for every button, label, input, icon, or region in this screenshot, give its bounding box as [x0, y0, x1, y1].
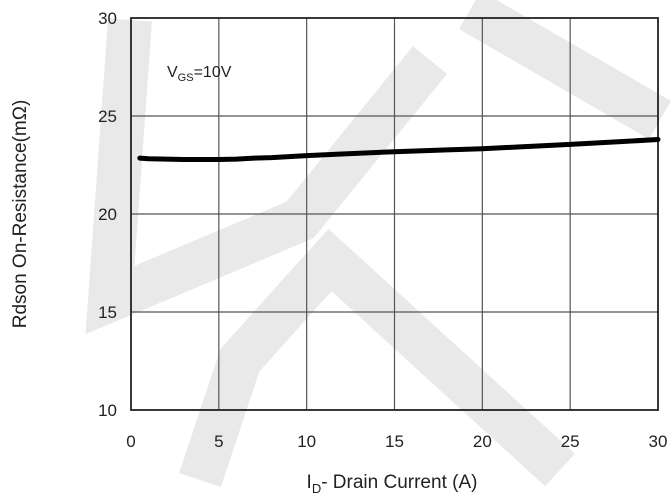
x-tick-label: 15 — [385, 432, 404, 451]
annotation-rest: =10V — [194, 64, 232, 81]
watermark-logo — [85, 0, 672, 487]
y-tick-label: 30 — [98, 9, 117, 28]
series-group — [137, 137, 661, 162]
y-tick-label: 25 — [98, 107, 117, 126]
y-tick-label: 20 — [98, 205, 117, 224]
y-tick-label: 10 — [98, 401, 117, 420]
x-tick-label: 10 — [297, 432, 316, 451]
annotation-main: V — [167, 64, 178, 81]
x-axis-label-main: I — [307, 472, 312, 493]
x-tick-label: 5 — [214, 432, 223, 451]
x-tick-label: 0 — [126, 432, 135, 451]
y-tick-label: 15 — [98, 303, 117, 322]
series-line — [137, 137, 661, 162]
x-axis-label-sub: D — [312, 481, 321, 496]
x-axis-label: ID- Drain Current (A) — [307, 472, 478, 496]
grid — [131, 18, 658, 410]
x-tick-label: 20 — [473, 432, 492, 451]
y-axis-label: Rdson On-Resistance(mΩ) — [10, 100, 31, 329]
y-tick-labels: 10 15 20 25 30 — [98, 9, 117, 420]
x-tick-label: 25 — [561, 432, 580, 451]
x-axis-label-rest: - Drain Current (A) — [321, 472, 477, 493]
x-tick-label: 30 — [649, 432, 668, 451]
x-tick-labels: 0 5 10 15 20 25 30 — [126, 432, 667, 451]
annotation-sub: GS — [178, 72, 194, 84]
annotation-vgs: VGS=10V — [167, 64, 232, 84]
plot-frame — [130, 17, 659, 411]
